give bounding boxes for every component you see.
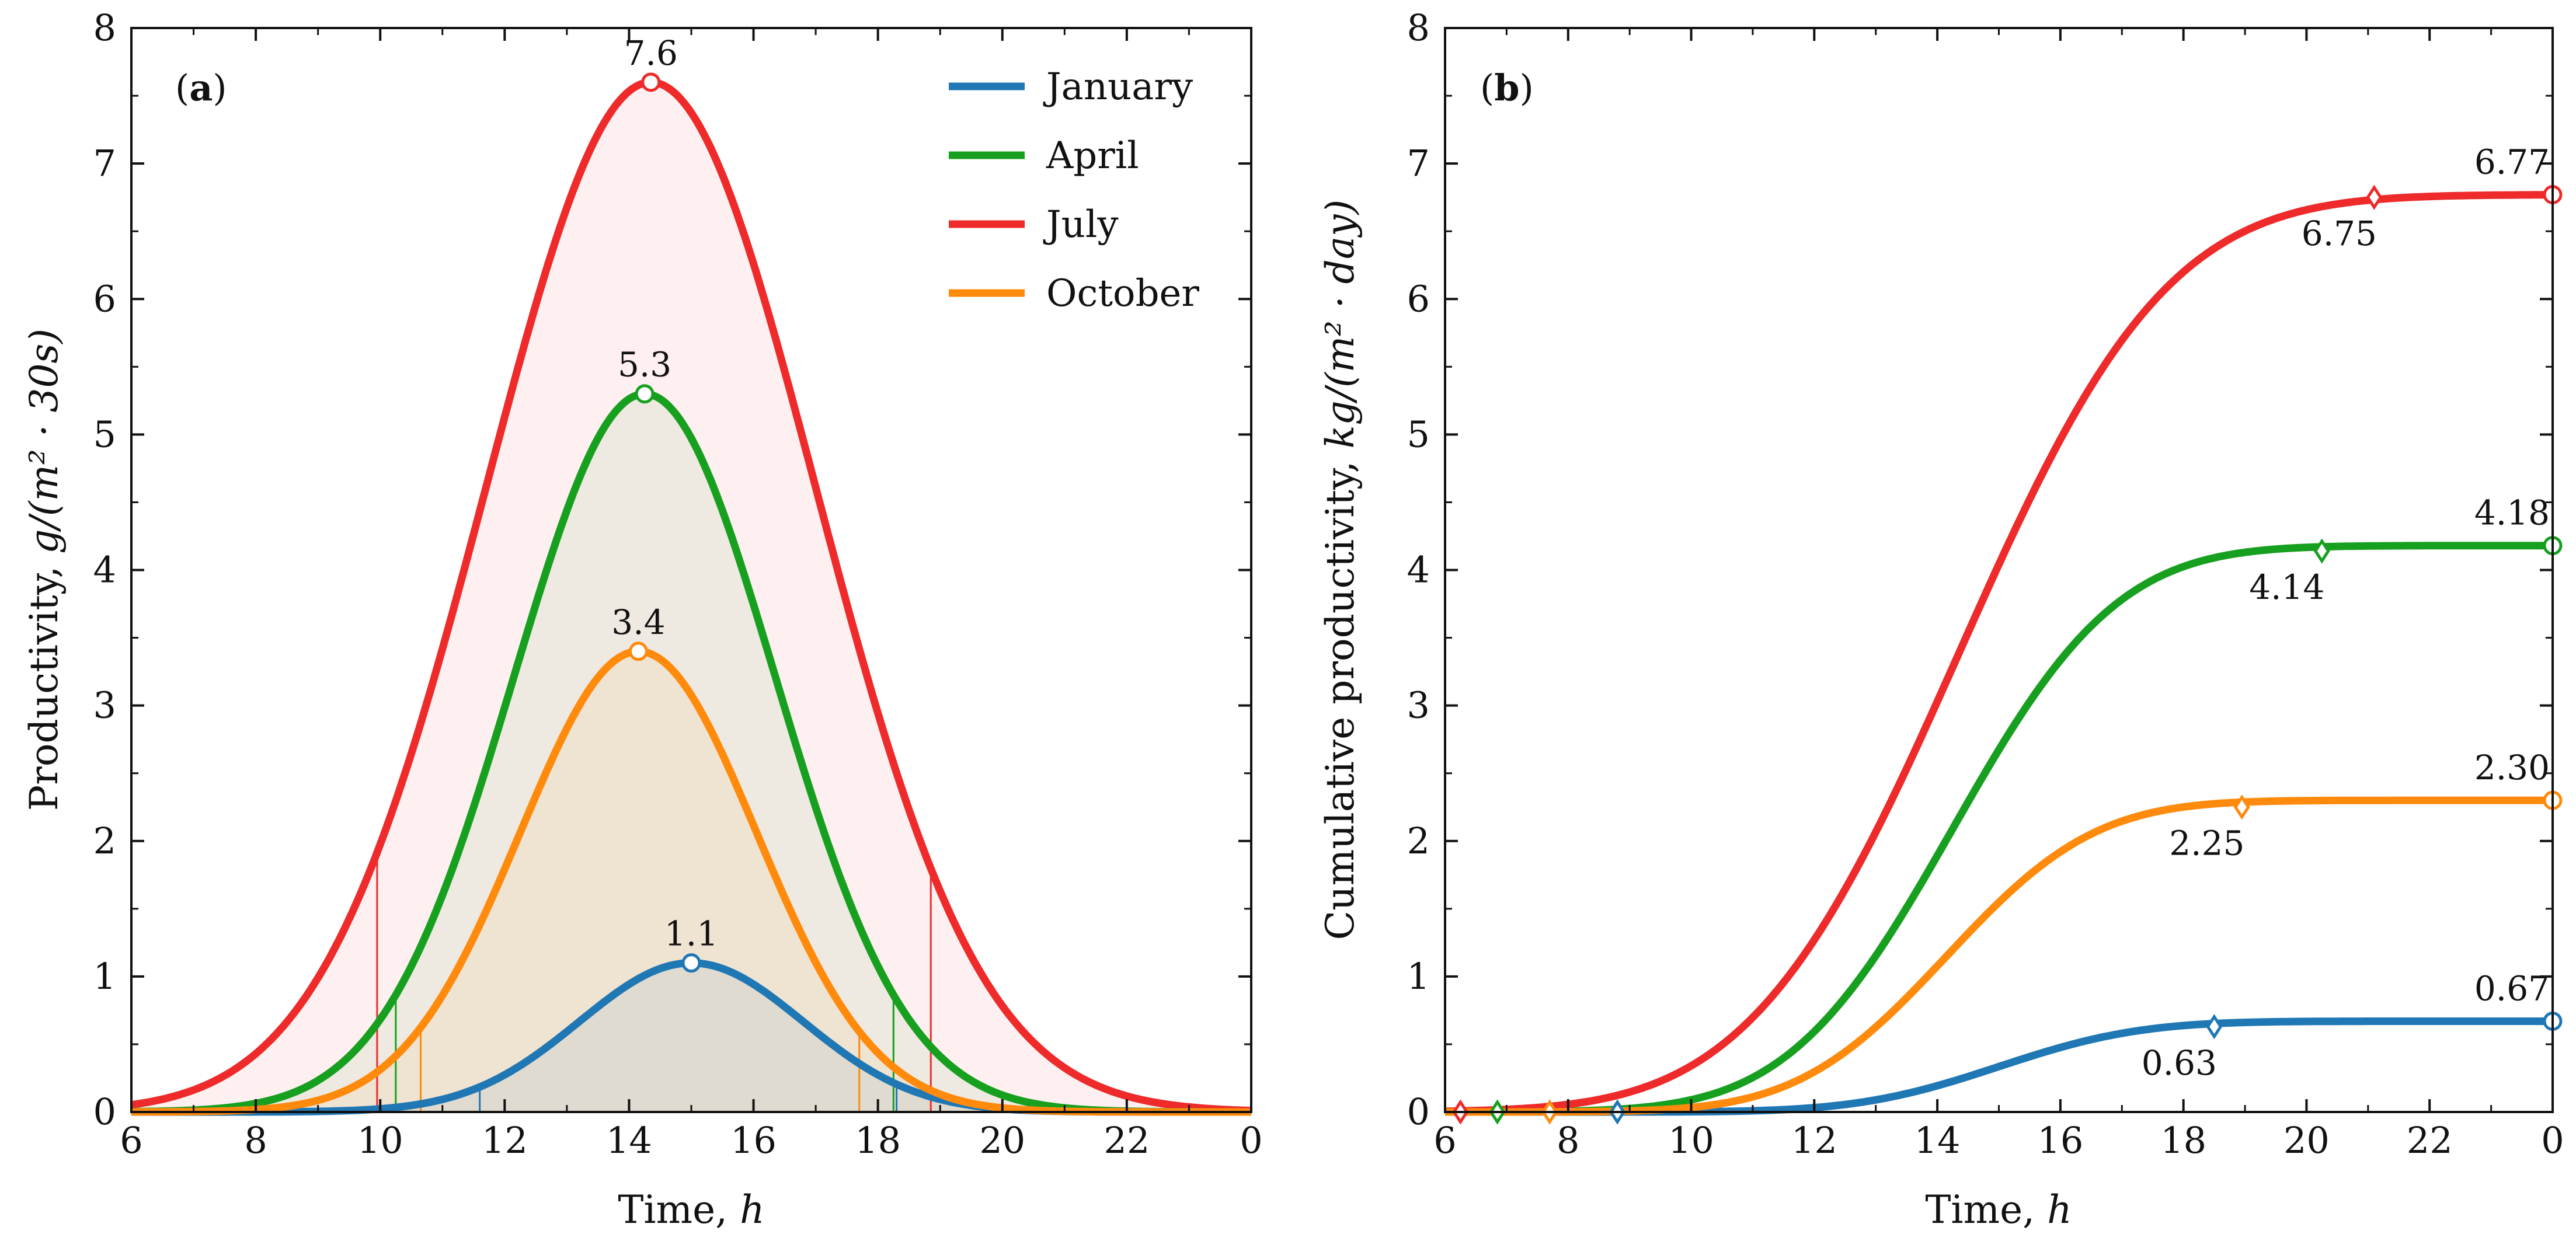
panel-a-xtick-label: 14	[606, 1119, 652, 1162]
final-label-january: 0.67	[2474, 968, 2550, 1008]
mark-label-january: 0.63	[2142, 1043, 2217, 1083]
mark-label-october: 2.25	[2169, 824, 2244, 863]
line-july	[130, 78, 1252, 1115]
panel-b-ytick-label: 3	[1407, 684, 1430, 727]
peak-marker-april	[635, 384, 655, 404]
panel-b-xlabel: Time, h	[1925, 1187, 2072, 1232]
panel-b-xtick-label: 10	[1668, 1119, 1714, 1162]
panel-b-ytick-label: 6	[1407, 277, 1430, 320]
panel-a: 1.15.37.63.4 6 8 10 12 14 16 18 20 22 0012345678 …	[22, 6, 1263, 1232]
panel-b-ytick-label: 2	[1407, 820, 1430, 862]
legend-label-july: July	[1043, 203, 1119, 246]
panel-a-xtick-label: 12	[482, 1119, 528, 1162]
panel-b-series-lines	[1444, 191, 2554, 1116]
panel-b-markers: 0.63 0.67 4.14 4.18 6.75 6.77 2.25 2.30	[1452, 142, 2563, 1125]
panel-b-xtick-label: 6	[1433, 1119, 1456, 1162]
panel-b-xtick-label: 22	[2407, 1119, 2453, 1162]
peak-marker-january	[681, 953, 701, 973]
panel-a-xtick-label: 16	[730, 1119, 777, 1162]
cumulative-line-april	[1444, 542, 2554, 1116]
panel-b-ytick-label: 8	[1407, 6, 1430, 49]
panel-a-xtick-label: 6	[120, 1119, 142, 1162]
mark-marker-july	[2366, 184, 2383, 210]
fill-april	[131, 393, 1251, 1113]
panel-a-ytick-label: 6	[93, 277, 116, 320]
mark-marker-april	[2313, 538, 2330, 564]
panel-a-ytick-label: 7	[93, 142, 116, 184]
peak-marker-july	[641, 72, 661, 92]
fill-october	[131, 651, 1251, 1112]
final-label-april: 4.18	[2474, 493, 2550, 533]
legend-label-april: April	[1046, 134, 1139, 177]
peak-marker-october	[628, 642, 648, 661]
panel-b: 0.630.674.144.186.756.772.252.30 6 8 10 12 1…	[1318, 6, 2564, 1232]
legend: January April July October	[949, 65, 1199, 315]
cumulative-line-july	[1444, 191, 2554, 1115]
peak-label-july: 7.6	[624, 33, 678, 73]
panel-b-ytick-label: 7	[1407, 142, 1430, 184]
fill-january	[131, 963, 1251, 1112]
panel-a-xtick-label: 0	[1240, 1119, 1262, 1162]
panel-a-ytick-label: 3	[93, 684, 116, 727]
final-label-july: 6.77	[2474, 142, 2550, 182]
panel-a-ytick-label: 8	[93, 6, 116, 49]
panel-a-ytick-label: 2	[93, 820, 116, 862]
panel-b-xtick-label: 12	[1791, 1119, 1837, 1162]
final-label-october: 2.30	[2474, 748, 2550, 787]
panel-a-ytick-label: 5	[93, 413, 116, 455]
panel-a-ytick-label: 0	[93, 1090, 116, 1133]
legend-label-october: October	[1046, 272, 1199, 315]
panel-b-xtick-label: 14	[1914, 1119, 1961, 1162]
panel-a-xtick-label: 8	[244, 1119, 267, 1162]
peak-label-april: 5.3	[618, 345, 671, 385]
panel-a-tag: (a)	[175, 67, 227, 109]
peak-label-january: 1.1	[664, 914, 718, 954]
panel-b-xtick-label: 8	[1557, 1119, 1579, 1162]
panel-b-ytick-label: 1	[1407, 955, 1430, 998]
panel-a-ytick-label: 1	[93, 955, 116, 998]
panel-a-xtick-label: 20	[979, 1119, 1025, 1162]
panel-a-xtick-label: 18	[855, 1119, 901, 1162]
panel-b-ytick-label: 0	[1407, 1090, 1430, 1133]
panel-b-xtick-label: 16	[2037, 1119, 2083, 1162]
panel-a-ylabel: Productivity, g/(m² · 30s)	[22, 329, 67, 811]
panel-b-ytick-label: 4	[1407, 549, 1430, 591]
panel-a-ytick-label: 4	[93, 549, 116, 591]
panel-b-ytick-label: 5	[1407, 413, 1430, 455]
panel-a-peak-markers: 1.1 5.3 7.6 3.4	[611, 33, 718, 973]
panel-b-ylabel: Cumulative productivity, kg/(m² · day)	[1318, 200, 1363, 940]
panel-a-xtick-label: 10	[357, 1119, 403, 1162]
legend-label-january: January	[1043, 65, 1193, 109]
panel-a-xtick-label: 22	[1103, 1119, 1150, 1162]
panel-b-tag: (b)	[1480, 67, 1534, 109]
fill-july	[131, 82, 1251, 1112]
panel-a-xlabel: Time, h	[618, 1187, 764, 1232]
mark-marker-october	[2233, 794, 2250, 820]
peak-label-october: 3.4	[611, 602, 665, 642]
panel-b-xtick-label: 18	[2160, 1119, 2206, 1162]
mark-label-april: 4.14	[2249, 567, 2324, 607]
mark-marker-january	[2206, 1014, 2223, 1040]
panel-b-xtick-label: 20	[2283, 1119, 2330, 1162]
panel-b-xtick-label: 0	[2541, 1119, 2564, 1162]
mark-label-july: 6.75	[2302, 214, 2377, 253]
panel-a-fills	[131, 82, 1251, 1113]
